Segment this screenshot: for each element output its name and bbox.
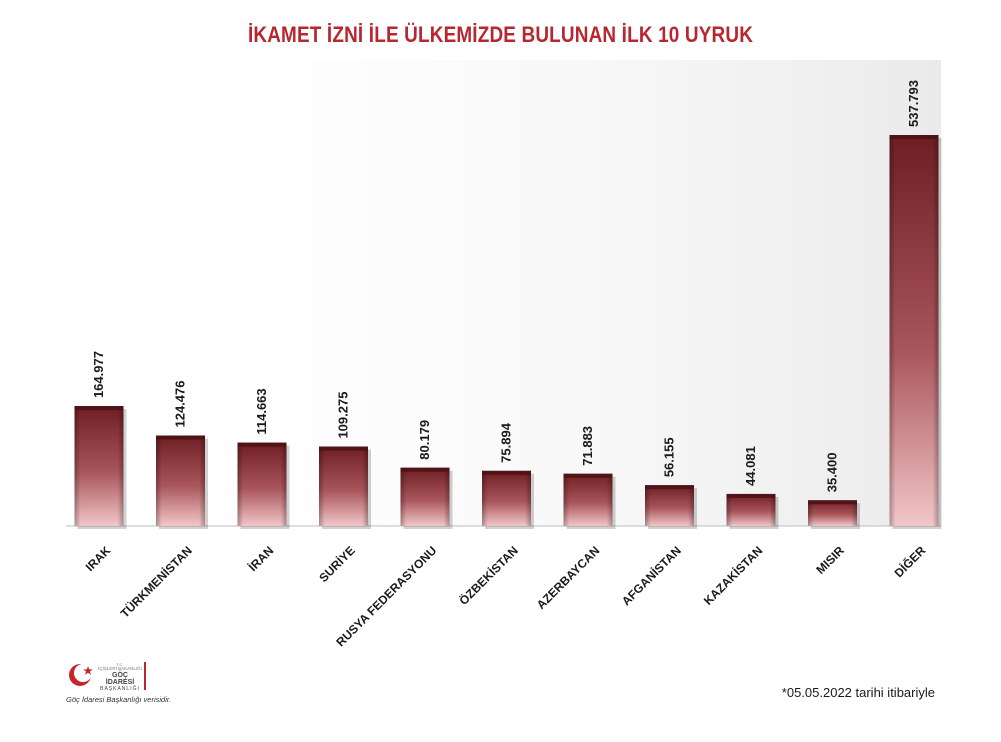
bar [889,135,942,529]
bar-bevel [319,446,368,526]
bar [726,493,779,529]
bar-top-edge [645,485,694,490]
bars-group [74,135,942,529]
plot-backdrop [66,60,941,526]
bar [319,446,371,529]
category-label: TÜRKMENİSTAN [117,543,195,621]
value-label: 114.663 [254,388,269,434]
bar-bevel [645,485,694,526]
bar-top-edge [319,446,368,451]
chart-title: İKAMET İZNİ İLE ÜLKEMİZDE BULUNAN İLK 10… [247,22,754,47]
logo-divider [144,662,146,690]
category-label: MISIR [813,543,847,577]
logo-line-4: BAŞKANLIĞI [100,685,140,692]
value-label: 124.476 [173,381,188,428]
logo-line-1: T.C. [116,662,124,667]
bar-top-edge [237,442,287,447]
logo-caption: Göç İdaresi Başkanlığı verisidir. [66,695,172,704]
bar [237,442,290,529]
value-label: 80.179 [417,420,432,460]
category-label: IRAK [83,543,114,574]
footnote: *05.05.2022 tarihi itibariyle [781,685,935,700]
category-label: KAZAKİSTAN [700,543,765,608]
bar-top-edge [156,435,205,440]
bar [400,467,453,529]
bar-top-edge [808,500,857,505]
value-labels-group: 164.977 124.476 114.663 109.275 80.179 75.894… [91,80,921,492]
bar-bevel [156,435,205,526]
category-label: AFGANİSTAN [618,543,684,609]
bar-top-edge [400,467,450,472]
value-label: 56.155 [662,437,677,477]
bar [808,500,860,529]
bar [482,470,534,529]
bar-top-edge [726,493,776,498]
bar-bevel [808,500,857,526]
bar [74,406,127,529]
bar-bevel [74,406,124,526]
bar [645,485,697,529]
bar-bevel [889,135,939,526]
bar [563,473,616,529]
bar-bevel [400,467,450,526]
bar-bevel [726,493,776,526]
logo-line-2: İÇİŞLERİ BAKANLIĞI [98,666,142,672]
category-label: SURİYE [316,543,358,585]
bar-bevel [237,442,287,526]
bar-bevel [563,473,613,526]
value-label: 75.894 [499,422,514,463]
value-label: 109.275 [336,392,351,439]
bar-top-edge [563,473,613,478]
value-label: 71.883 [580,426,595,466]
category-label: AZERBAYCAN [534,543,603,612]
category-label: DİĞER [891,543,929,581]
logo-text: T.C. İÇİŞLERİ BAKANLIĞI GÖÇ İDARESİ BAŞK… [98,662,142,692]
value-label: 44.081 [743,446,758,486]
bar-bevel [482,470,531,526]
value-label: 35.400 [825,452,840,492]
category-label: İRAN [245,543,276,574]
logo: T.C. İÇİŞLERİ BAKANLIĞI GÖÇ İDARESİ BAŞK… [66,660,266,710]
category-label: ÖZBEKİSTAN [456,543,521,608]
bar-top-edge [889,135,939,139]
value-label: 164.977 [91,351,106,398]
bar [156,435,208,529]
logo-line-3: GÖÇ İDARESİ [105,671,135,687]
bar-top-edge [482,470,531,475]
bar-top-edge [74,406,124,411]
crescent-star-icon [69,664,93,686]
value-label: 537.793 [906,80,921,127]
